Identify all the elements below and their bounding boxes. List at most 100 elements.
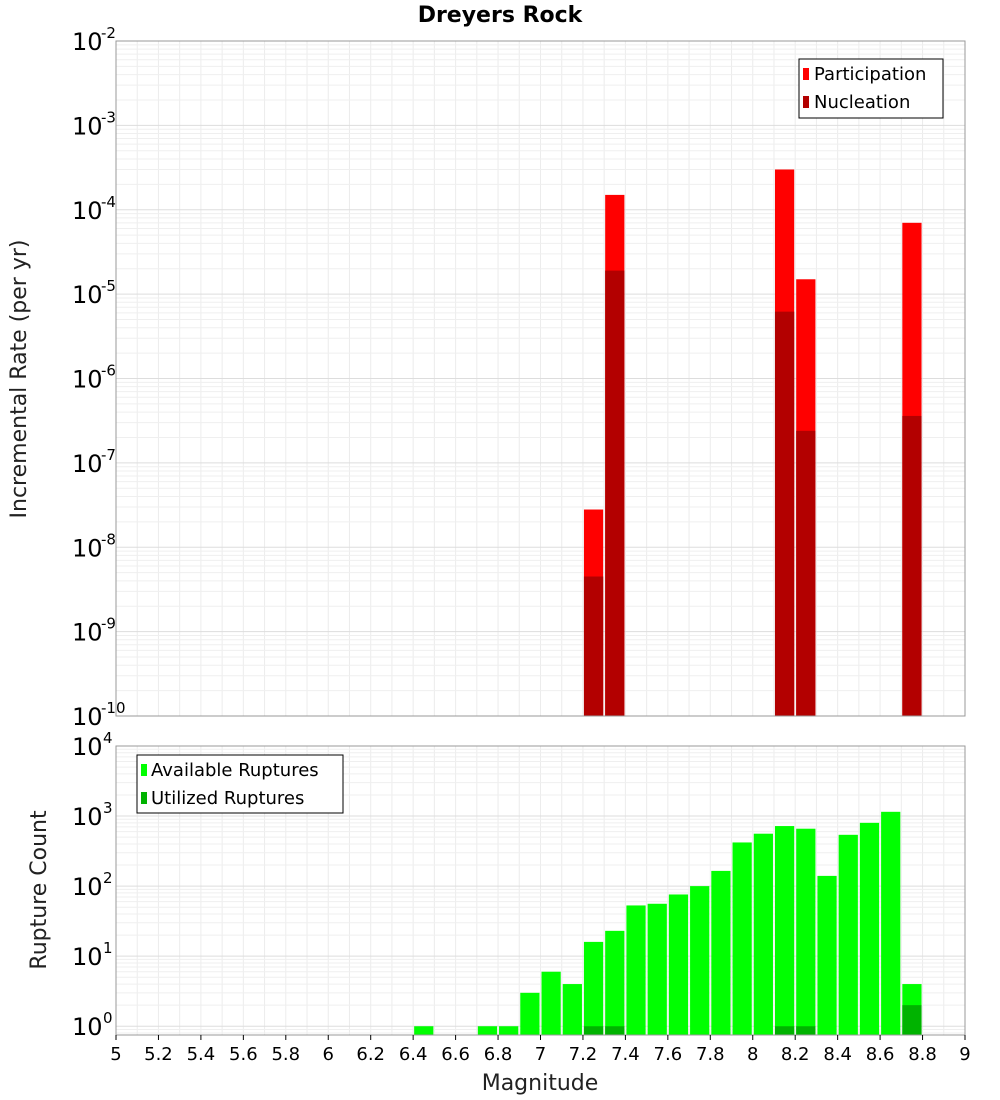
top-legend-box	[798, 58, 944, 119]
top-y-ticks: 10-210-310-410-510-610-710-810-910-10	[72, 24, 126, 731]
y-tick-exponent: -10	[101, 699, 126, 717]
nucleation-bar	[796, 430, 816, 716]
x-tick-label: 6	[323, 1044, 334, 1065]
x-tick-label: 7.8	[696, 1044, 725, 1065]
available-ruptures-bar	[414, 1026, 434, 1035]
y-tick-label: 10	[72, 450, 103, 478]
x-tick-label: 6.4	[399, 1044, 428, 1065]
available-ruptures-bar	[859, 822, 880, 1035]
bottom-bars	[414, 811, 922, 1035]
available-ruptures-bar	[881, 811, 901, 1035]
nucleation-bar	[583, 576, 604, 716]
nucleation-bar	[902, 415, 922, 716]
y-tick-label: 10	[72, 534, 103, 562]
x-tick-label: 5.4	[187, 1044, 216, 1065]
available-ruptures-bar	[477, 1026, 498, 1035]
available-ruptures-bar	[647, 903, 667, 1035]
y-tick-label: 10	[72, 1013, 103, 1041]
y-tick-label: 10	[72, 28, 103, 56]
y-tick-exponent: -8	[101, 530, 116, 548]
utilized-ruptures-bar	[583, 1026, 604, 1035]
utilized-ruptures-bar	[774, 1026, 795, 1035]
y-tick-label: 10	[72, 366, 103, 394]
top-plot-frame	[115, 40, 966, 717]
available-ruptures-bar	[668, 894, 689, 1035]
x-tick-label: 8.2	[781, 1044, 810, 1065]
legend-swatch-participation	[803, 68, 809, 80]
top-panel: 10-210-310-410-510-610-710-810-910-10 In…	[7, 24, 966, 731]
x-tick-label: 6.6	[441, 1044, 470, 1065]
top-legend: Participation Nucleation	[798, 58, 944, 119]
y-tick-exponent: -7	[101, 446, 116, 464]
available-ruptures-bar	[520, 992, 540, 1035]
y-tick-label: 10	[72, 733, 103, 761]
y-tick-label: 10	[72, 873, 103, 901]
y-tick-label: 10	[72, 703, 103, 731]
bottom-legend-box	[136, 754, 344, 814]
x-ticks: 5 5.2 5.4 5.6 5.8 6 6.2 6.4 6.6 6.8 7 7.2 7.4 7.6 7.8 8…	[110, 1035, 971, 1065]
x-tick-label: 5.8	[271, 1044, 300, 1065]
legend-swatch-nucleation	[803, 96, 809, 108]
utilized-ruptures-bar	[902, 1005, 922, 1035]
y-tick-label: 10	[72, 803, 103, 831]
available-ruptures-bar	[838, 834, 858, 1035]
x-tick-label: 8.8	[908, 1044, 937, 1065]
available-ruptures-bar	[774, 826, 795, 1035]
y-tick-exponent: 2	[103, 869, 113, 887]
legend-label-nucleation: Nucleation	[814, 92, 910, 113]
available-ruptures-bar	[753, 833, 773, 1035]
x-tick-label: 7	[535, 1044, 546, 1065]
x-tick-label: 7.6	[654, 1044, 683, 1065]
x-tick-label: 5	[110, 1044, 121, 1065]
bottom-y-axis-title: Rupture Count	[27, 810, 52, 970]
available-ruptures-bar	[817, 875, 837, 1035]
top-y-axis-title: Incremental Rate (per yr)	[7, 240, 32, 519]
y-tick-exponent: 4	[103, 729, 113, 747]
y-tick-exponent: -5	[101, 277, 116, 295]
x-tick-label: 7.2	[569, 1044, 598, 1065]
y-tick-exponent: 3	[103, 799, 113, 817]
nucleation-bar	[774, 311, 795, 716]
y-tick-label: 10	[72, 619, 103, 647]
legend-swatch-available	[141, 764, 147, 776]
bottom-gridlines	[115, 746, 966, 1035]
top-bars	[583, 169, 922, 716]
y-tick-label: 10	[72, 112, 103, 140]
utilized-ruptures-bar	[605, 1026, 625, 1035]
available-ruptures-bar	[796, 828, 816, 1035]
legend-label-utilized: Utilized Ruptures	[151, 788, 304, 809]
nucleation-bar	[605, 270, 625, 716]
y-tick-exponent: -3	[101, 108, 116, 126]
y-tick-exponent: 1	[103, 939, 113, 957]
legend-label-available: Available Ruptures	[151, 760, 319, 781]
x-tick-label: 8.4	[823, 1044, 852, 1065]
available-ruptures-bar	[626, 905, 646, 1035]
available-ruptures-bar	[499, 1026, 519, 1035]
x-axis-title: Magnitude	[482, 1071, 599, 1096]
x-tick-label: 9	[959, 1044, 970, 1065]
y-tick-exponent: -4	[101, 193, 116, 211]
available-ruptures-bar	[711, 870, 731, 1035]
y-tick-exponent: -2	[101, 24, 116, 42]
legend-label-participation: Participation	[814, 64, 926, 85]
available-ruptures-bar	[541, 971, 561, 1035]
y-tick-label: 10	[72, 943, 103, 971]
top-gridlines	[115, 41, 966, 717]
x-tick-label: 6.2	[356, 1044, 385, 1065]
available-ruptures-bar	[583, 941, 604, 1035]
y-tick-label: 10	[72, 197, 103, 225]
bottom-legend: Available Ruptures Utilized Ruptures	[136, 754, 344, 814]
x-tick-label: 8	[747, 1044, 758, 1065]
utilized-ruptures-bar	[796, 1026, 816, 1035]
available-ruptures-bar	[605, 930, 625, 1035]
x-tick-label: 5.2	[144, 1044, 173, 1065]
available-ruptures-bar	[732, 842, 752, 1035]
available-ruptures-bar	[562, 984, 582, 1035]
chart-title: Dreyers Rock	[418, 3, 584, 28]
x-tick-label: 5.6	[229, 1044, 258, 1065]
available-ruptures-bar	[690, 886, 710, 1035]
legend-swatch-utilized	[141, 792, 147, 804]
